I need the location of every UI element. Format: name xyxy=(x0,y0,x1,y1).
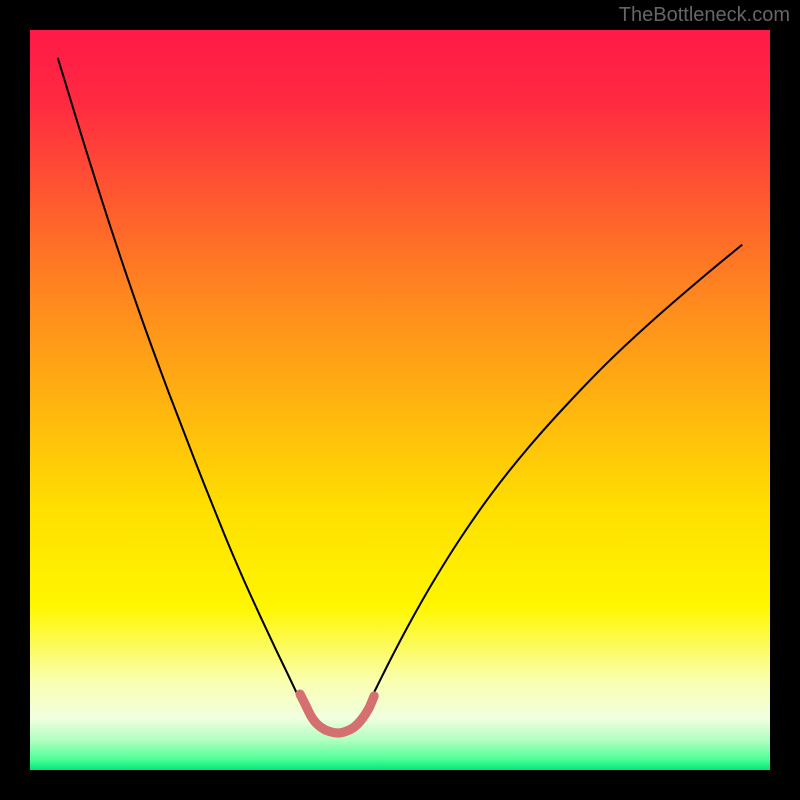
bottom-marker xyxy=(300,694,374,733)
plot-area xyxy=(30,30,770,770)
watermark-text: TheBottleneck.com xyxy=(619,4,790,27)
chart-curves xyxy=(30,30,770,770)
curve-left xyxy=(58,58,310,719)
curve-right xyxy=(361,245,742,720)
